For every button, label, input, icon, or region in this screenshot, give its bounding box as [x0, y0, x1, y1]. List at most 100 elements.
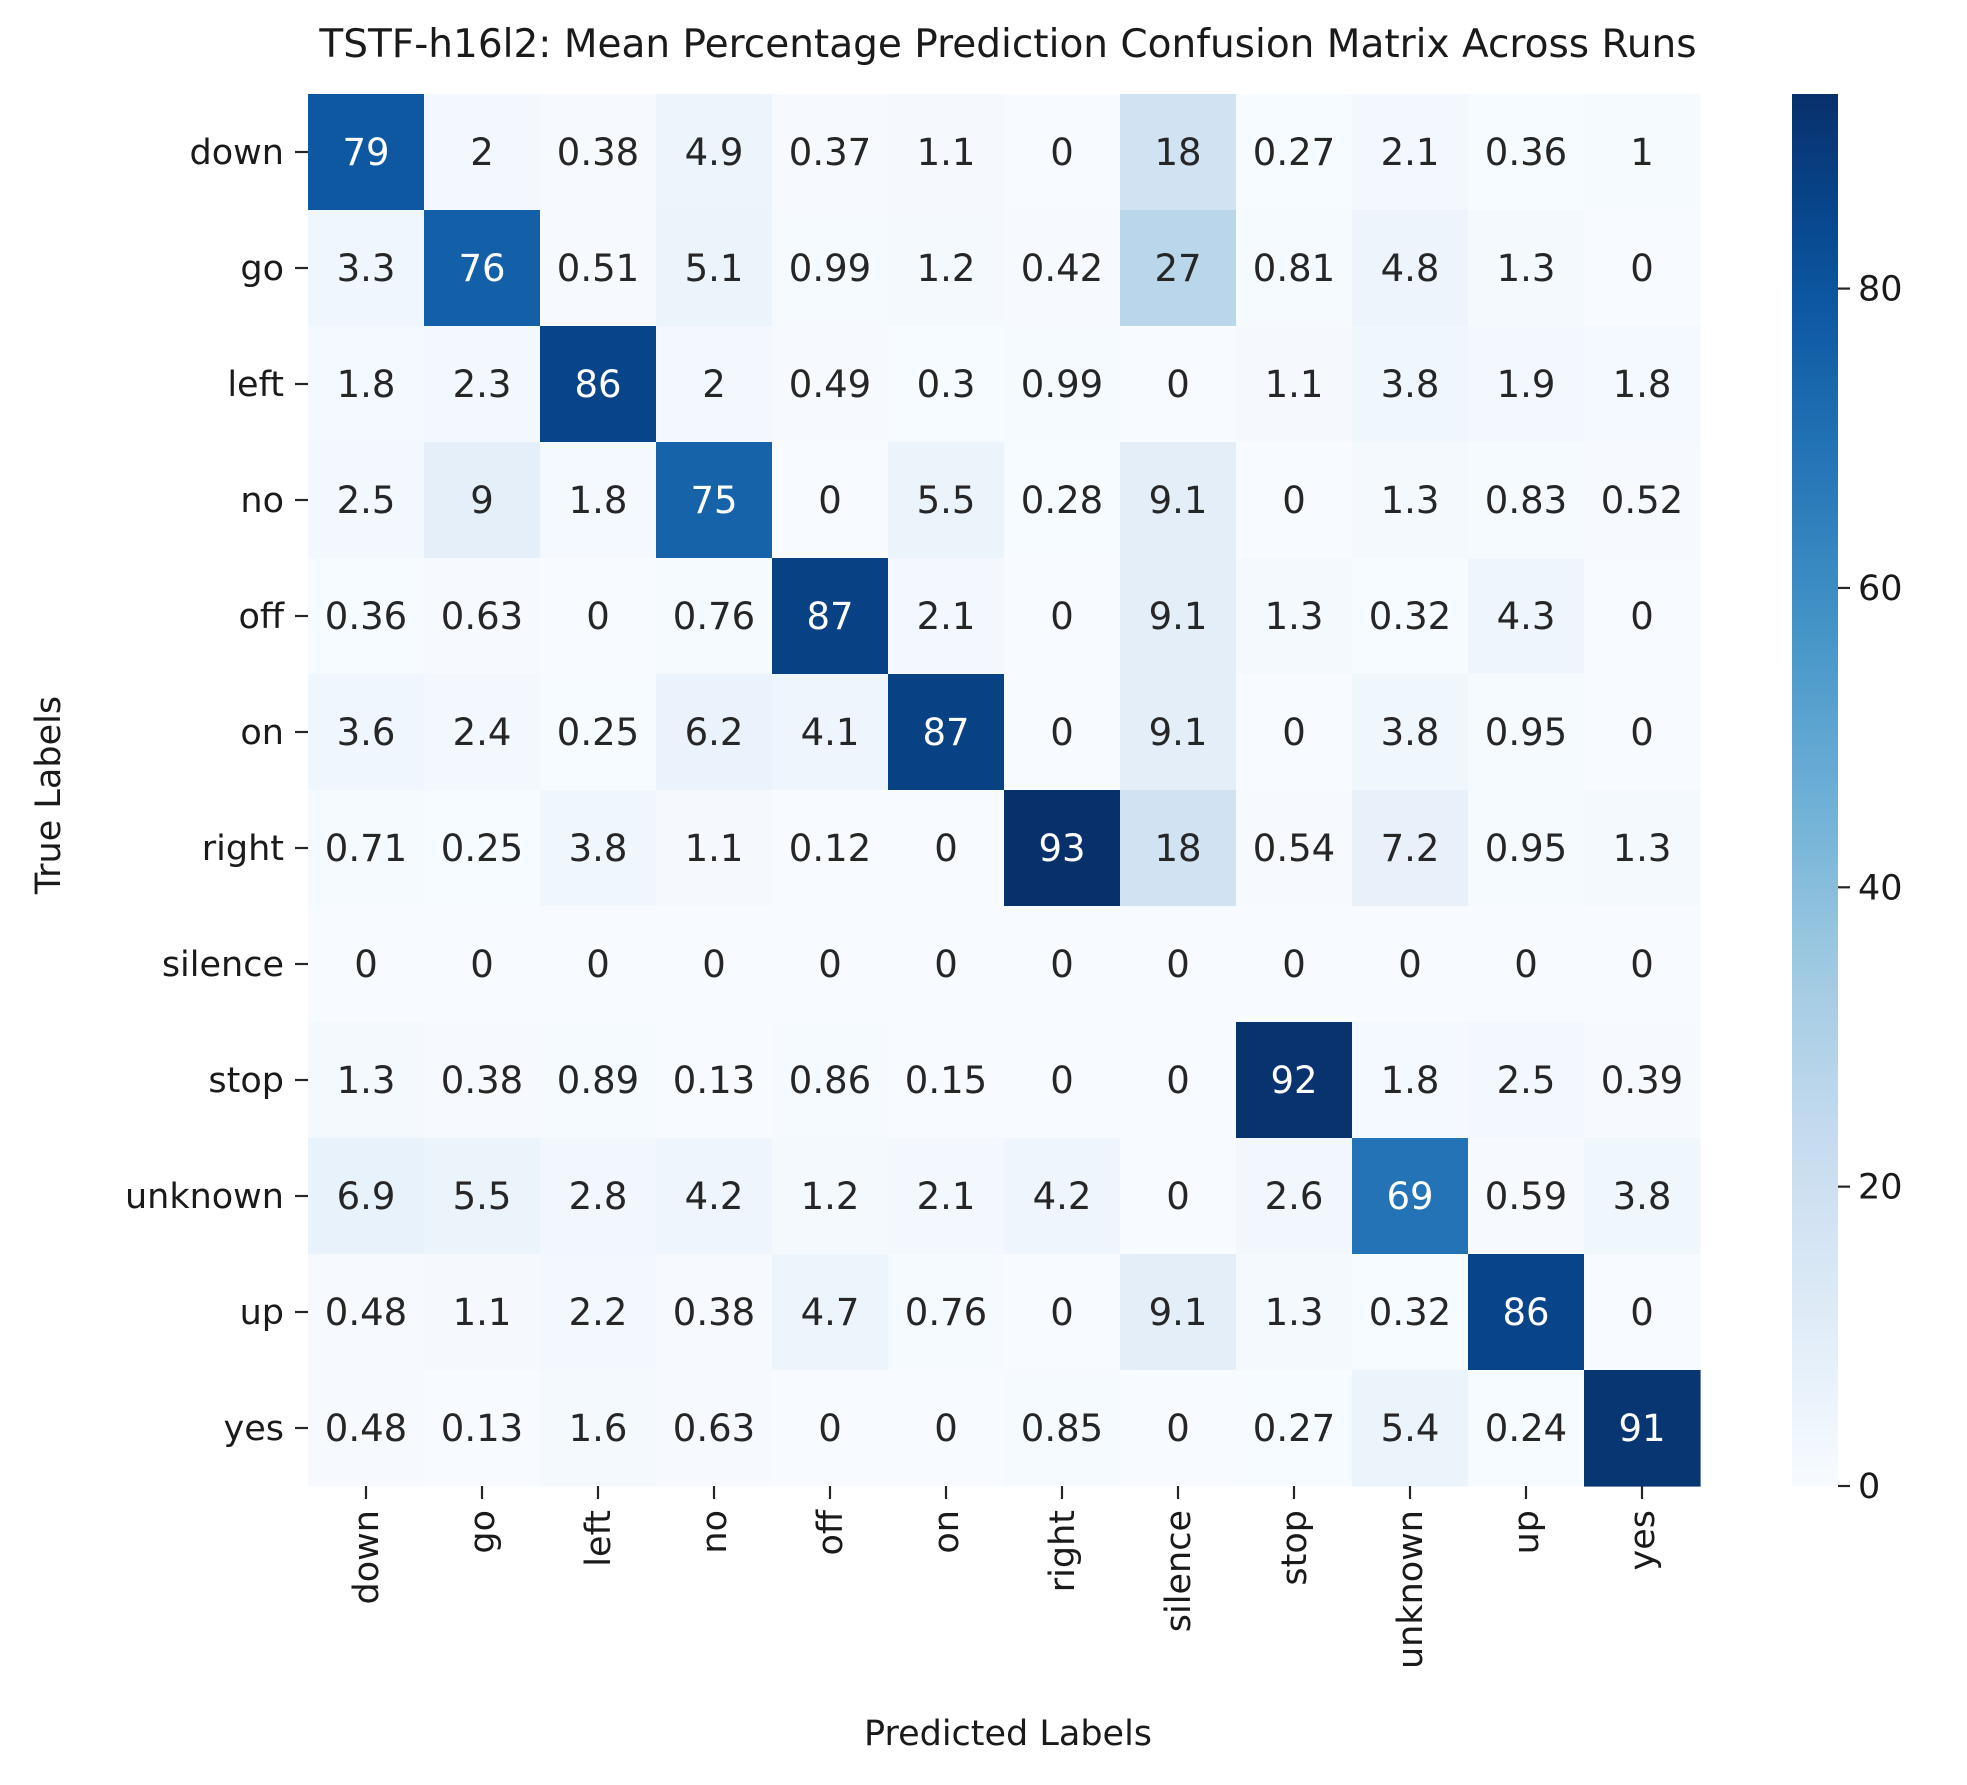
heatmap-cell: [308, 1022, 425, 1139]
heatmap-cell: [1236, 790, 1353, 907]
heatmap-cell: [540, 1022, 657, 1139]
cell-value-label: 1: [1630, 131, 1654, 174]
y-tick-label: down: [190, 133, 284, 173]
heatmap-cell: [1584, 1138, 1701, 1255]
heatmap-cell: [1584, 674, 1701, 791]
cell-value-label: 0: [586, 943, 610, 986]
x-tick-label: silence: [1159, 1510, 1199, 1632]
cell-value-label: 0.89: [557, 1059, 639, 1102]
x-tick-label: go: [463, 1510, 503, 1554]
heatmap-cell: [1352, 94, 1469, 211]
heatmap-cell: [1584, 790, 1701, 907]
cell-value-label: 0.37: [789, 131, 871, 174]
cell-value-label: 2.3: [453, 363, 512, 406]
heatmap-cell: [1120, 790, 1237, 907]
heatmap-cell: [1584, 326, 1701, 443]
heatmap-cell: [1468, 1138, 1585, 1255]
heatmap-cell: [1584, 1370, 1701, 1487]
heatmap-cell: [1584, 906, 1701, 1023]
heatmap-cell: [540, 1370, 657, 1487]
heatmap-cell: [308, 674, 425, 791]
heatmap-cell: [1236, 1022, 1353, 1139]
cell-value-label: 9.1: [1149, 595, 1208, 638]
heatmap-cell: [1004, 442, 1121, 559]
x-tick-label: on: [927, 1510, 967, 1554]
heatmap-cell: [1004, 1022, 1121, 1139]
cell-value-label: 0.15: [905, 1059, 987, 1102]
heatmap-cell: [772, 1254, 889, 1371]
colorbar-tick-label: 80: [1858, 270, 1903, 310]
colorbar-gradient: [1792, 94, 1838, 1486]
cell-value-label: 2.1: [917, 1175, 976, 1218]
cell-value-label: 0.12: [789, 827, 871, 870]
axis-ticks: down go left no off on right silence stop unknown…: [125, 133, 1663, 1669]
cell-value-label: 69: [1386, 1175, 1433, 1218]
heatmap-cell: [1352, 1254, 1469, 1371]
heatmap-cell: [308, 1138, 425, 1255]
heatmap-cell: [1004, 94, 1121, 211]
heatmap-cell: [1584, 1254, 1701, 1371]
heatmap-cell: [656, 558, 773, 675]
heatmap-cell: [1120, 1370, 1237, 1487]
heatmap-cell: [772, 94, 889, 211]
heatmap-cell: [1584, 94, 1701, 211]
heatmap-cell: [1120, 1022, 1237, 1139]
heatmap-cell: [1468, 906, 1585, 1023]
heatmap-cell: [1352, 1370, 1469, 1487]
heatmap-cell: [540, 94, 657, 211]
cell-value-label: 4.9: [685, 131, 744, 174]
cell-value-label: 0: [934, 943, 958, 986]
heatmap-cell: [772, 1022, 889, 1139]
cell-value-label: 76: [458, 247, 505, 290]
heatmap-cell: [1120, 326, 1237, 443]
cell-value-label: 1.3: [1497, 247, 1556, 290]
heatmap-cell: [888, 674, 1005, 791]
cell-value-label: 79: [342, 131, 389, 174]
cell-value-label: 0: [1630, 1291, 1654, 1334]
cell-value-label: 1.2: [801, 1175, 860, 1218]
heatmap-cell: [1236, 326, 1353, 443]
x-tick-label: no: [695, 1510, 735, 1554]
heatmap-cell: [308, 326, 425, 443]
cell-value-label: 1.6: [569, 1407, 628, 1450]
cell-value-label: 4.2: [685, 1175, 744, 1218]
heatmap-cell: [1352, 326, 1469, 443]
y-tick-label: yes: [224, 1409, 284, 1449]
cell-value-label: 1.8: [1613, 363, 1672, 406]
cell-value-label: 0: [1282, 711, 1306, 754]
cell-value-label: 2.5: [337, 479, 396, 522]
heatmap-cell: [1468, 1022, 1585, 1139]
heatmap-cell: [656, 210, 773, 327]
cell-value-label: 0: [1166, 1059, 1190, 1102]
cell-value-label: 0: [1166, 363, 1190, 406]
heatmap-cell: [656, 790, 773, 907]
heatmap-cell: [540, 442, 657, 559]
cell-value-label: 4.7: [801, 1291, 860, 1334]
heatmap-cells: 79 2 0.38 4.9 0.37 1.1 0 18 0.27 2.1 0.36 1 3.3 76 0.5…: [308, 94, 1701, 1487]
heatmap-cell: [1584, 442, 1701, 559]
cell-value-label: 0.71: [325, 827, 407, 870]
heatmap-cell: [656, 1138, 773, 1255]
heatmap-cell: [540, 558, 657, 675]
cell-value-label: 0: [354, 943, 378, 986]
cell-value-label: 0: [586, 595, 610, 638]
heatmap-cell: [888, 558, 1005, 675]
heatmap-cell: [424, 558, 541, 675]
cell-value-label: 0.32: [1369, 595, 1451, 638]
heatmap-cell: [1468, 1254, 1585, 1371]
cell-value-label: 0.59: [1485, 1175, 1567, 1218]
heatmap-cell: [308, 790, 425, 907]
x-axis-label: Predicted Labels: [864, 1714, 1152, 1754]
heatmap-cell: [1236, 906, 1353, 1023]
x-tick-label: yes: [1623, 1510, 1663, 1570]
heatmap-cell: [1004, 790, 1121, 907]
heatmap-cell: [1352, 674, 1469, 791]
cell-value-label: 0: [818, 479, 842, 522]
heatmap-cell: [540, 1138, 657, 1255]
heatmap-cell: [1236, 1370, 1353, 1487]
heatmap-cell: [1352, 210, 1469, 327]
heatmap-cell: [424, 1370, 541, 1487]
cell-value-label: 18: [1154, 131, 1201, 174]
cell-value-label: 0: [1050, 1291, 1074, 1334]
heatmap-cell: [1236, 1138, 1353, 1255]
